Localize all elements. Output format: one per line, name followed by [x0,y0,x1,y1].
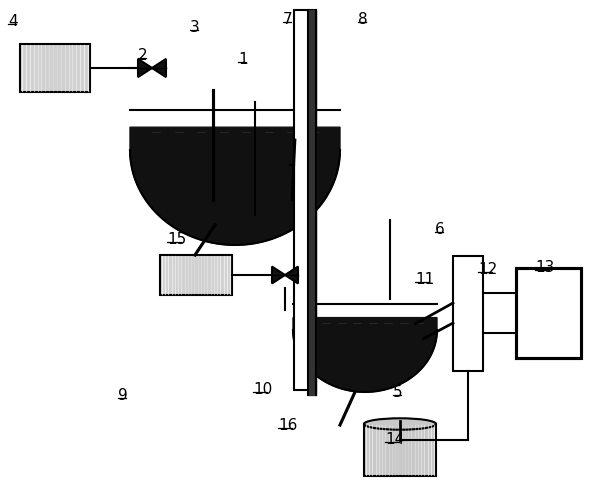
Bar [364,424,436,476]
Text: 10: 10 [253,382,273,397]
Text: 11: 11 [415,272,434,287]
Polygon shape [272,266,285,283]
Ellipse shape [364,418,436,430]
Text: 13: 13 [535,260,554,275]
Bar [453,255,483,370]
Text: 15: 15 [167,232,186,247]
Polygon shape [308,10,316,395]
Polygon shape [152,59,166,77]
Text: 4: 4 [8,14,18,29]
Text: 8: 8 [358,12,368,27]
Text: 9: 9 [118,388,128,403]
Text: 3: 3 [190,20,200,35]
Text: 14: 14 [385,432,404,447]
Bar [20,44,90,92]
Text: 1: 1 [238,52,247,67]
Text: 16: 16 [278,418,298,433]
Polygon shape [293,317,437,392]
Bar [294,10,316,390]
Text: 6: 6 [435,222,445,237]
Text: 12: 12 [478,262,497,277]
Text: 2: 2 [138,48,148,63]
Polygon shape [138,59,152,77]
Polygon shape [130,127,340,245]
Polygon shape [285,266,298,283]
Text: 7: 7 [283,12,293,27]
Text: 5: 5 [393,385,403,400]
Bar [516,268,580,358]
Bar [160,255,232,295]
